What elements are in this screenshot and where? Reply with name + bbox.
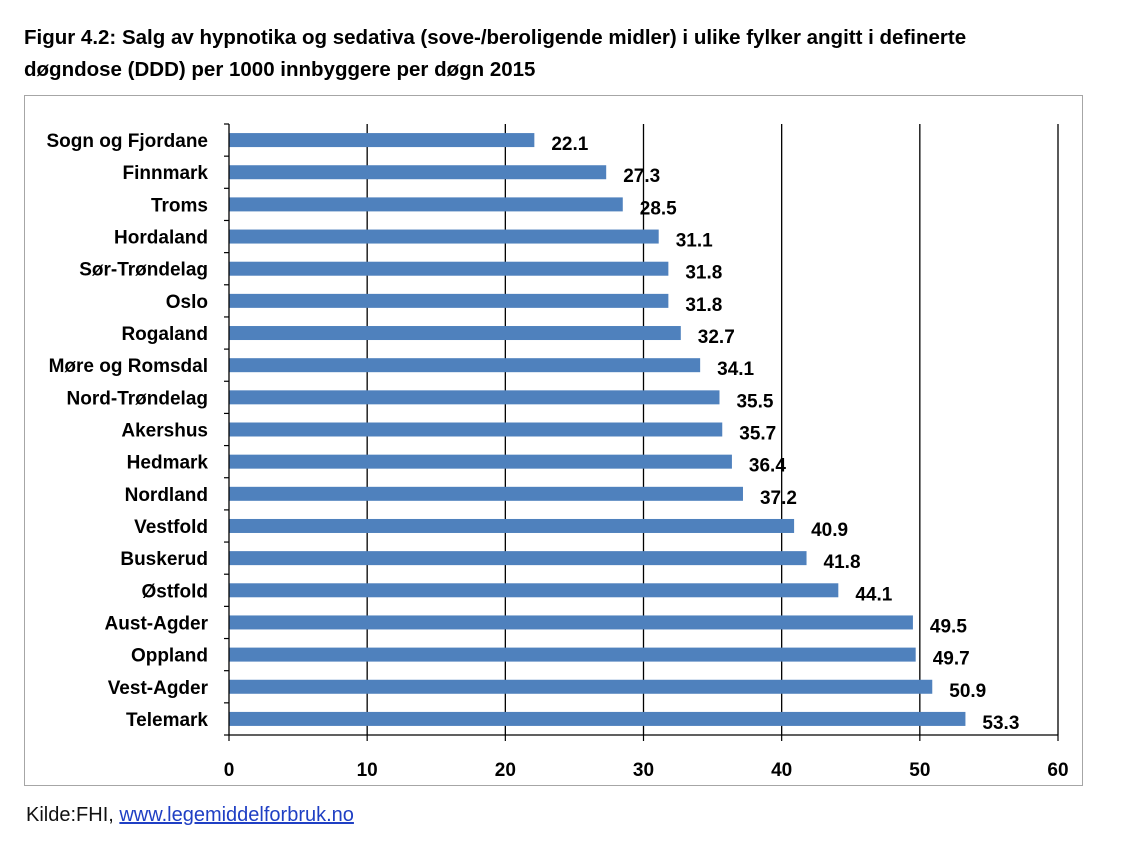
figure-title: Figur 4.2: Salg av hypnotika og sedativa… <box>24 22 1104 86</box>
data-label: 50.9 <box>949 681 986 702</box>
bar-oslo <box>229 293 669 308</box>
category-label: Sør-Trøndelag <box>79 260 208 281</box>
x-tick-label: 10 <box>357 760 378 781</box>
data-label: 32.7 <box>698 327 735 348</box>
category-label: Nordland <box>125 485 208 506</box>
bar-vestfold <box>229 518 795 533</box>
data-label: 31.8 <box>685 295 722 316</box>
data-label: 53.3 <box>982 713 1019 734</box>
data-label: 35.5 <box>736 391 773 412</box>
x-tick-label: 60 <box>1047 760 1068 781</box>
data-label: 31.1 <box>676 231 713 252</box>
category-label: Telemark <box>126 710 208 731</box>
category-label: Troms <box>151 195 208 216</box>
data-label: 37.2 <box>760 488 797 509</box>
bar-telemark <box>229 711 966 726</box>
chart-frame <box>24 95 1083 786</box>
source-link[interactable]: www.legemiddelforbruk.no <box>119 804 354 826</box>
category-label: Vestfold <box>134 517 208 538</box>
x-tick-label: 50 <box>909 760 930 781</box>
bar-oppland <box>229 647 916 662</box>
bar-vest-agder <box>229 679 933 694</box>
data-label: 35.7 <box>739 424 776 445</box>
source-prefix: Kilde:FHI, <box>26 804 120 826</box>
data-label: 44.1 <box>855 584 892 605</box>
data-label: 31.8 <box>685 263 722 284</box>
x-tick-label: 20 <box>495 760 516 781</box>
bar-østfold <box>229 583 839 598</box>
bar-sør-trøndelag <box>229 261 669 276</box>
data-label: 28.5 <box>640 198 677 219</box>
bar-chart: 22.1 27.3 28.5 31.1 31.8 31.8 32.7 34.1 35.5 35.7… <box>47 123 1069 781</box>
figure-title-line-1: Figur 4.2: Salg av hypnotika og sedativa… <box>24 26 967 49</box>
data-label: 49.5 <box>930 616 967 637</box>
category-label: Hordaland <box>114 228 208 249</box>
bar-troms <box>229 197 623 212</box>
bar-aust-agder <box>229 615 913 630</box>
bar-hedmark <box>229 454 732 469</box>
bar-hordaland <box>229 229 659 244</box>
category-label: Buskerud <box>120 549 208 570</box>
category-label: Møre og Romsdal <box>49 356 208 377</box>
category-label: Aust-Agder <box>105 613 209 634</box>
bar-buskerud <box>229 551 807 566</box>
category-label: Akershus <box>121 421 208 442</box>
category-label: Oppland <box>131 646 208 667</box>
bar-rogaland <box>229 326 681 341</box>
bar-nord-trøndelag <box>229 390 720 405</box>
data-label: 27.3 <box>623 166 660 187</box>
data-label: 34.1 <box>717 359 754 380</box>
category-label: Sogn og Fjordane <box>47 131 209 152</box>
category-label: Hedmark <box>127 453 209 474</box>
category-label: Vest-Agder <box>108 678 209 699</box>
bar-akershus <box>229 422 723 437</box>
bar-sogn-og-fjordane <box>229 133 535 148</box>
source-line: Kilde:FHI, www.legemiddelforbruk.no <box>26 804 354 827</box>
bar-nordland <box>229 486 743 501</box>
x-tick-label: 0 <box>224 760 235 781</box>
bar-finnmark <box>229 165 607 180</box>
category-label: Oslo <box>166 292 208 313</box>
category-label: Finnmark <box>122 163 208 184</box>
data-label: 36.4 <box>749 456 786 477</box>
data-label: 41.8 <box>824 552 861 573</box>
x-tick-label: 30 <box>633 760 654 781</box>
data-label: 22.1 <box>551 134 588 155</box>
data-label: 40.9 <box>811 520 848 541</box>
category-label: Østfold <box>142 581 209 602</box>
category-label: Nord-Trøndelag <box>67 388 208 409</box>
figure-title-line-2: døgndose (DDD) per 1000 innbyggere per d… <box>24 58 536 81</box>
bar-møre-og-romsdal <box>229 358 701 373</box>
x-tick-label: 40 <box>771 760 792 781</box>
category-label: Rogaland <box>121 324 208 345</box>
data-label: 49.7 <box>933 649 970 670</box>
